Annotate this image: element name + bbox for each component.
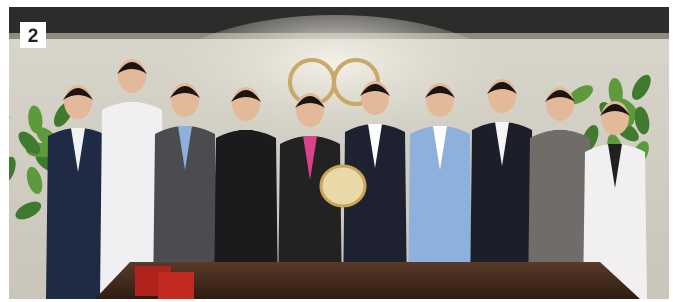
page: 2 (() => { const data = JSON.parse(docum… [0, 0, 673, 302]
plaque [321, 166, 365, 206]
photo-scene: 2 [0, 0, 673, 302]
photo [0, 7, 669, 299]
gift-box [158, 272, 194, 299]
badge-number: 2 [28, 26, 39, 47]
